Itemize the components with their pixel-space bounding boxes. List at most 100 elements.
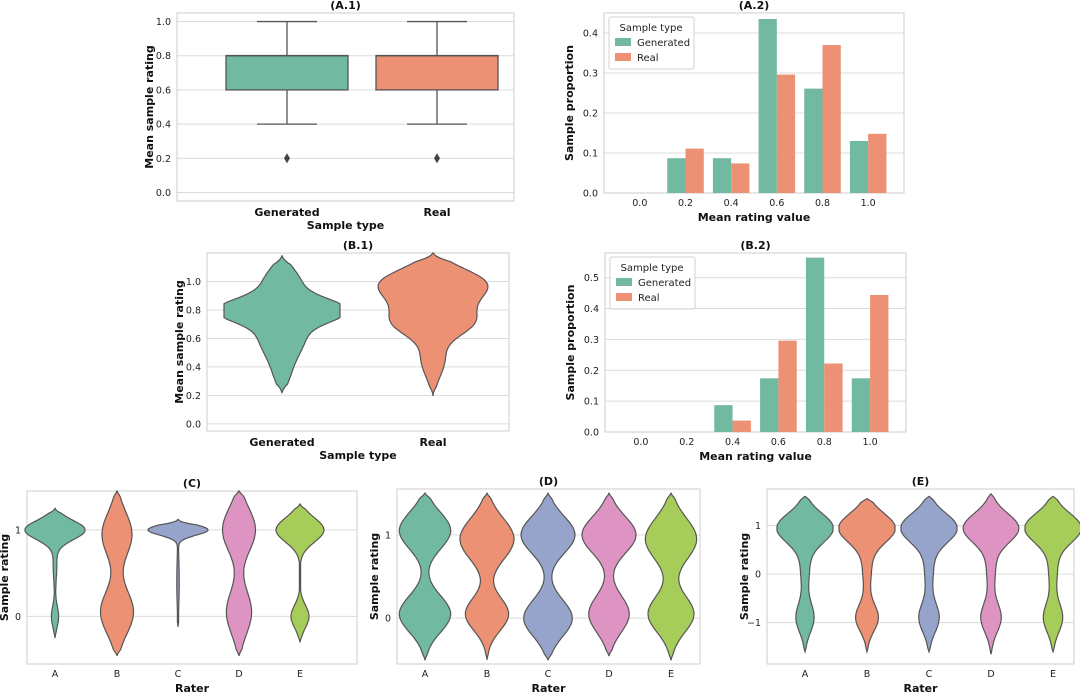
- plot-frame: [604, 252, 907, 433]
- x-tick-label: E: [297, 669, 303, 680]
- x-tick-label: D: [235, 669, 242, 680]
- bar-real: [776, 74, 796, 193]
- violin: [520, 492, 576, 661]
- legend-swatch: [616, 278, 632, 286]
- y-tick-label: 0.2: [156, 154, 171, 165]
- plot-frame: [603, 12, 905, 194]
- chart-title: (D): [539, 475, 558, 488]
- legend-title: Sample type: [619, 23, 682, 34]
- bar-generated: [849, 141, 869, 193]
- violin: [581, 492, 637, 657]
- bar-generated: [805, 257, 825, 432]
- x-tick-label: E: [1050, 669, 1056, 680]
- bar-generated: [712, 158, 732, 193]
- plot-frame: [766, 488, 1075, 665]
- violin: [147, 518, 209, 627]
- y-axis-label: Mean sample rating: [173, 280, 186, 403]
- x-tick-label: A: [52, 669, 59, 680]
- bar-generated: [760, 378, 779, 432]
- x-tick-label: A: [422, 669, 429, 680]
- y-tick-label: 0.0: [156, 188, 171, 199]
- y-tick-label: 0.3: [583, 69, 598, 80]
- x-tick-label: 0.6: [769, 198, 784, 209]
- violin: [1024, 495, 1080, 654]
- x-tick-label: Generated: [249, 436, 314, 449]
- chart-title: (A.2): [739, 0, 770, 12]
- x-tick-label: 1.0: [863, 437, 878, 448]
- x-tick-label: 0.0: [633, 437, 648, 448]
- box: [375, 55, 499, 91]
- x-tick-label: Generated: [254, 206, 319, 219]
- y-tick-label: 0.6: [186, 334, 201, 345]
- y-tick-label: 0.4: [583, 29, 598, 40]
- violin: [24, 507, 86, 639]
- x-tick-label: 0.0: [632, 198, 647, 209]
- x-axis-label: Rater: [531, 682, 566, 695]
- x-tick-label: 1.0: [861, 198, 876, 209]
- violin: [221, 490, 257, 656]
- y-axis-label: Sample rating: [738, 533, 751, 620]
- y-tick-label: 0.8: [186, 305, 201, 316]
- y-tick-label: 0.2: [584, 366, 599, 377]
- chart-title: (B.1): [343, 239, 373, 252]
- legend-label: Generated: [637, 38, 690, 49]
- y-tick-label: 0: [755, 570, 761, 581]
- x-tick-label: 0.2: [679, 437, 694, 448]
- chart-title: (C): [183, 477, 201, 490]
- y-tick-label: 0: [15, 612, 21, 623]
- outlier-marker: [284, 153, 290, 164]
- legend-label: Generated: [638, 278, 691, 289]
- legend-title: Sample type: [620, 263, 683, 274]
- x-tick-label: 0.4: [724, 198, 739, 209]
- y-tick-label: 0.1: [584, 397, 599, 408]
- x-axis-label: Sample type: [319, 449, 397, 462]
- y-axis-label: Sample rating: [0, 534, 11, 621]
- y-tick-label: 0.5: [584, 273, 599, 284]
- violin: [99, 490, 135, 656]
- x-tick-label: B: [864, 669, 871, 680]
- plot-frame: [206, 252, 510, 432]
- legend-swatch: [615, 53, 631, 61]
- x-tick-label: Real: [419, 436, 446, 449]
- legend-swatch: [615, 38, 631, 46]
- x-tick-label: E: [668, 669, 674, 680]
- x-tick-label: B: [114, 669, 121, 680]
- bar-real: [685, 148, 704, 193]
- bar-real: [778, 340, 797, 432]
- y-tick-label: 0.1: [583, 149, 598, 160]
- bar-generated: [714, 405, 733, 432]
- bar-generated: [804, 88, 823, 193]
- plot-frame: [396, 488, 701, 665]
- x-tick-label: C: [926, 669, 933, 680]
- chart-title: (A.1): [330, 0, 361, 12]
- bar-generated: [758, 19, 777, 193]
- y-axis-label: Mean sample rating: [143, 45, 156, 168]
- y-tick-label: 0.0: [584, 428, 599, 439]
- x-axis-label: Mean rating value: [699, 450, 812, 463]
- violin: [838, 498, 896, 655]
- violin: [275, 503, 325, 643]
- y-tick-label: 0.6: [156, 85, 171, 96]
- legend-label: Real: [638, 293, 660, 304]
- y-axis-label: Sample proportion: [564, 285, 577, 401]
- violin: [398, 492, 452, 661]
- x-axis-label: Rater: [903, 682, 938, 695]
- y-tick-label: 0.2: [583, 109, 598, 120]
- y-axis-label: Sample rating: [368, 533, 381, 620]
- y-tick-label: 0.4: [156, 120, 171, 131]
- bar-generated: [667, 158, 686, 193]
- plot-frame: [176, 12, 515, 202]
- y-tick-label: 0.2: [186, 391, 201, 402]
- x-axis-label: Rater: [175, 682, 210, 695]
- x-axis-label: Sample type: [307, 219, 385, 232]
- bar-real: [870, 294, 889, 432]
- y-tick-label: 0.4: [584, 304, 599, 315]
- y-tick-label: −1: [747, 618, 761, 629]
- box: [225, 55, 349, 91]
- chart-title: (E): [912, 475, 930, 488]
- x-tick-label: 0.8: [815, 198, 830, 209]
- y-tick-label: 0.0: [186, 419, 201, 430]
- y-tick-label: 1.0: [156, 17, 171, 28]
- y-tick-label: 0.4: [186, 362, 201, 373]
